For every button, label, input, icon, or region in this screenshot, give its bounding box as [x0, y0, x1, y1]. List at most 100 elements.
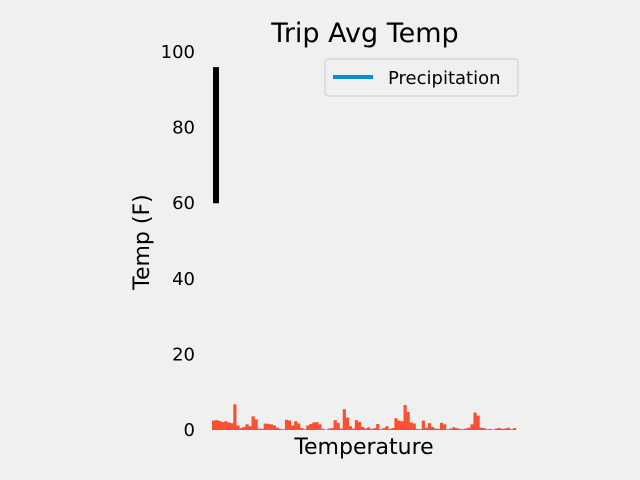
y-tick-labels: 0 20 40 60 80 100	[161, 42, 195, 441]
chart-title: Trip Avg Temp	[270, 18, 458, 49]
precipitation-bar	[382, 428, 386, 430]
precipitation-bar	[330, 428, 334, 430]
precipitation-bar	[415, 428, 419, 430]
precipitation-bar	[373, 428, 377, 430]
precipitation-bar	[409, 422, 413, 430]
precipitation-bar	[455, 428, 459, 430]
precipitation-bar	[376, 423, 380, 430]
precipitation-bar	[506, 427, 511, 430]
precipitation-bar	[458, 428, 462, 430]
precipitation-bar	[257, 428, 261, 430]
precipitation-bar	[242, 426, 246, 430]
precipitation-bar	[339, 428, 343, 430]
legend-label-precipitation: Precipitation	[388, 68, 501, 89]
precipitation-bar	[281, 429, 286, 430]
precipitation-bar	[449, 428, 453, 430]
precipitation-bar	[278, 428, 283, 430]
precipitation-bar	[218, 420, 222, 430]
precipitation-bar	[430, 426, 435, 430]
precipitation-bar	[479, 427, 483, 430]
precipitation-bar	[443, 424, 447, 430]
precipitation-bars	[212, 404, 517, 430]
precipitation-bar	[248, 426, 252, 430]
precipitation-bar	[321, 428, 325, 430]
precipitation-bar	[403, 405, 407, 430]
precipitation-bar	[251, 416, 255, 430]
y-tick-label: 100	[161, 42, 195, 63]
legend: Precipitation	[324, 58, 519, 97]
precipitation-bar	[269, 424, 273, 430]
precipitation-bar	[284, 419, 289, 430]
precipitation-bar	[351, 428, 356, 430]
precipitation-bar	[315, 422, 319, 430]
precipitation-bar	[288, 420, 292, 430]
precipitation-bar	[379, 429, 383, 430]
precipitation-bar	[367, 427, 371, 430]
precipitation-bar	[318, 424, 322, 430]
precipitation-bar	[275, 427, 280, 430]
precipitation-bar	[446, 429, 450, 430]
y-tick-label: 60	[172, 193, 195, 214]
precipitation-bar	[388, 428, 392, 430]
y-tick-label: 80	[172, 118, 195, 139]
precipitation-bar	[470, 424, 474, 430]
precipitation-bar	[291, 425, 295, 430]
precipitation-bar	[227, 422, 231, 430]
precipitation-bar	[440, 422, 444, 430]
precipitation-bar	[236, 425, 240, 430]
precipitation-bar	[400, 421, 404, 430]
precipitation-bar	[461, 429, 465, 430]
precipitation-bar	[503, 428, 508, 430]
precipitation-bar	[327, 428, 331, 430]
precipitation-bar	[230, 423, 234, 430]
precipitation-bar	[433, 428, 438, 430]
precipitation-bar	[312, 422, 316, 430]
precipitation-bar	[412, 423, 416, 430]
precipitation-bar	[221, 422, 225, 430]
precipitation-bar	[427, 423, 432, 430]
precipitation-bar	[245, 424, 249, 430]
precipitation-bar	[418, 429, 422, 430]
precipitation-bar	[306, 425, 310, 430]
precipitation-bar	[233, 404, 237, 430]
precipitation-bar	[421, 420, 425, 430]
precipitation-bar	[333, 420, 337, 430]
precipitation-bar	[436, 428, 441, 430]
precipitation-bar	[391, 428, 395, 430]
precipitation-bar	[354, 420, 359, 430]
precipitation-bar	[476, 415, 480, 430]
precipitation-bar	[266, 423, 270, 430]
precipitation-bar	[485, 429, 489, 430]
precipitation-bar	[509, 429, 514, 430]
precipitation-bar	[348, 426, 352, 430]
precipitation-bar	[500, 428, 504, 430]
precipitation-bar	[345, 417, 349, 430]
precipitation-bar	[336, 422, 340, 430]
precipitation-bar	[294, 421, 298, 430]
precipitation-bar	[397, 420, 401, 430]
precipitation-bar	[467, 427, 471, 430]
precipitation-bar	[272, 425, 276, 430]
precipitation-bar	[364, 428, 368, 430]
precipitation-bar	[224, 421, 228, 430]
precipitation-bar	[215, 420, 219, 430]
precipitation-bar	[357, 422, 362, 430]
precipitation-bar	[482, 428, 486, 430]
precipitation-bar	[263, 423, 267, 430]
precipitation-bar	[424, 427, 428, 430]
precipitation-bar	[385, 426, 389, 430]
precipitation-bar	[452, 427, 456, 430]
precipitation-bar	[212, 420, 216, 430]
precipitation-bar	[394, 418, 398, 430]
x-axis-title: Temperature	[293, 435, 433, 460]
y-tick-label: 0	[184, 420, 195, 441]
precipitation-bar	[494, 428, 498, 430]
precipitation-bar	[464, 428, 468, 430]
precipitation-bar	[360, 426, 365, 430]
precipitation-bar	[297, 423, 301, 430]
y-tick-label: 20	[172, 344, 195, 365]
legend-frame	[324, 58, 519, 97]
y-tick-label: 40	[172, 269, 195, 290]
